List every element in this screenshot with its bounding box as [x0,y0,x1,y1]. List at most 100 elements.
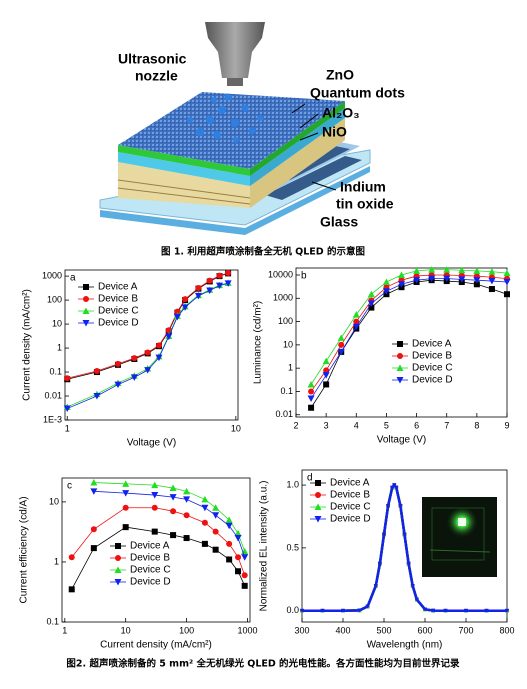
data-point [323,367,330,374]
data-point [155,354,163,362]
x-axis-label: Voltage (V) [377,435,426,446]
y-tick-label: 0.1 [46,616,59,626]
data-point [352,311,360,318]
schematic-label: Ultrasonic [118,51,187,67]
x-tick-label: 300 [294,625,309,635]
legend-label: Device B [330,490,370,501]
y-tick-label: 100 [278,316,293,326]
data-point [488,286,495,293]
y-tick-label: 0.01 [44,390,62,400]
data-point [68,554,75,561]
data-point [392,483,397,488]
data-point [224,280,232,287]
series-line [67,272,229,379]
legend-label: Device C [130,565,171,576]
data-point [63,405,71,413]
data-point [473,277,481,284]
data-point [377,561,382,566]
data-point [151,492,159,499]
data-point [90,488,98,495]
data-point [299,608,305,613]
y-tick-label: 1000 [42,270,62,280]
y-tick-label: 0.0 [286,605,299,615]
data-point [241,572,248,579]
data-point [504,608,510,613]
data-point [225,522,233,530]
series-line [310,269,508,385]
data-point [114,360,121,367]
data-point [225,516,233,523]
data-point [406,561,411,566]
y-tick-label: 0.5 [286,542,299,552]
data-point [151,504,158,511]
y-tick-label: 1 [54,556,59,566]
series-line [93,482,246,552]
x-tick-label: 800 [499,625,514,635]
data-point [235,568,242,575]
y-tick-label: 10000 [268,269,293,279]
data-point [398,504,403,508]
x-tick-label: 8 [474,420,479,430]
data-point [338,341,345,348]
data-point [443,275,451,283]
data-point [155,342,162,349]
data-point [382,278,390,286]
legend-marker [315,480,321,486]
data-point [170,532,177,539]
data-point [322,372,330,379]
data-point [201,540,208,547]
legend-marker [315,492,321,498]
data-point [488,268,496,275]
data-point [169,484,177,492]
data-point [212,546,219,553]
data-point [114,381,122,389]
data-point [443,608,448,613]
data-point [352,323,360,331]
data-point [215,282,223,290]
y-tick-label: 0.1 [49,366,62,376]
figure-caption: 图 1. 利用超声喷涂制备全无机 QLED 的示意图 [161,246,365,258]
schematic-label: Al₂O₃ [322,105,360,121]
data-point [422,607,428,612]
data-point [216,272,223,279]
legend-label: Device A [130,541,170,552]
series-line [67,282,229,408]
data-point [337,334,345,341]
legend-label: Device C [412,363,453,374]
legend-label: Device B [412,351,452,362]
data-point [174,308,181,315]
figure-caption: 图2. 超声喷涂制备的 5 mm² 全无机绿光 QLED 的光电性能。各方面性能… [66,658,460,670]
data-point [428,275,436,283]
data-point [201,504,209,512]
data-point [323,381,330,388]
data-point [93,368,100,375]
y-tick-label: 1.0 [286,479,299,489]
x-tick-label: 10 [121,625,131,635]
data-point [373,584,378,588]
data-point [182,296,189,303]
x-tick-label: 4 [354,420,359,430]
y-tick-label: 10 [52,318,62,328]
data-point [206,277,213,284]
legend-marker [396,377,404,384]
x-tick-label: 1 [65,423,70,433]
data-point [398,271,405,279]
data-point [206,287,214,295]
schematic-label: nozzle [135,68,178,84]
panel-label: d [307,473,313,484]
legend-marker [83,296,89,302]
panel-label: b [301,271,307,282]
data-point [307,395,315,402]
data-point [90,545,97,552]
legend-label: Device B [98,294,138,305]
data-point [183,487,191,495]
y-axis-label: Luminance (cd/m²) [253,301,264,384]
data-point [308,388,315,395]
data-point [68,586,75,593]
data-point [241,582,248,589]
y-axis-label: Normalized EL intensity (a.u.) [259,481,270,612]
data-point [390,485,395,490]
data-point [413,277,421,284]
data-point [195,284,202,291]
